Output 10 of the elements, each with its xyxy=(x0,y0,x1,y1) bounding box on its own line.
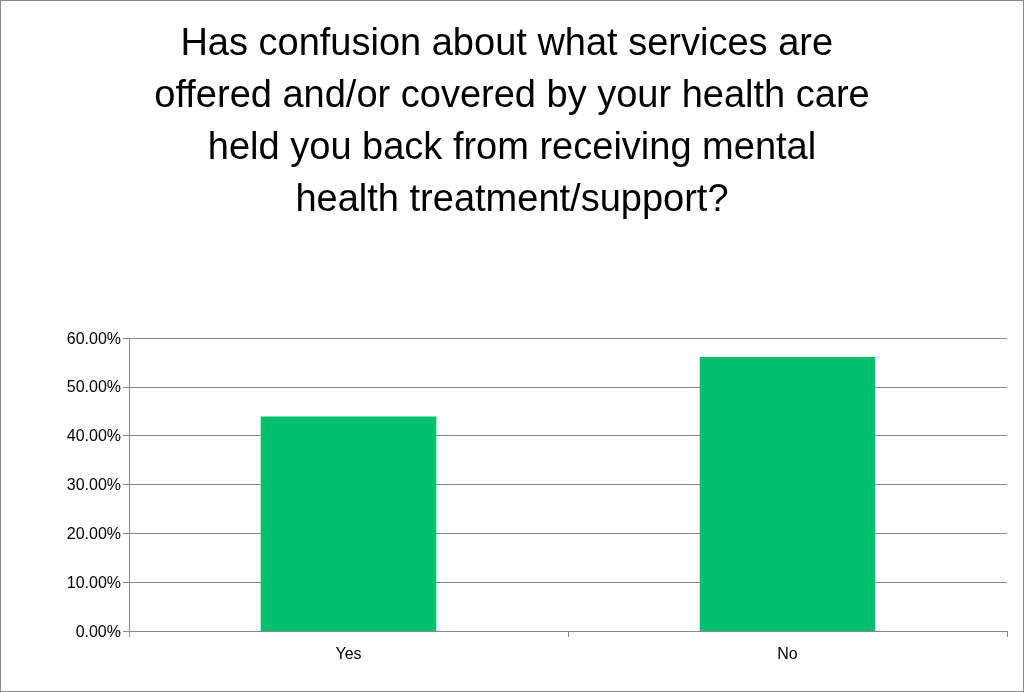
chart-title: Has confusion about what services are offered and/or covered by your health care held you back from receiving mental health treatment/support? xyxy=(154,21,870,219)
x-tick-label: No xyxy=(777,644,798,662)
y-tick-label: 60.00% xyxy=(66,329,121,347)
x-tick-label: Yes xyxy=(335,644,362,662)
y-tick-label: 50.00% xyxy=(66,378,121,396)
y-tick-label: 0.00% xyxy=(75,622,121,640)
y-tick-label: 40.00% xyxy=(66,427,121,445)
y-tick-label: 10.00% xyxy=(66,573,121,591)
y-tick-label: 20.00% xyxy=(66,524,121,542)
y-tick-label: 30.00% xyxy=(66,476,121,493)
